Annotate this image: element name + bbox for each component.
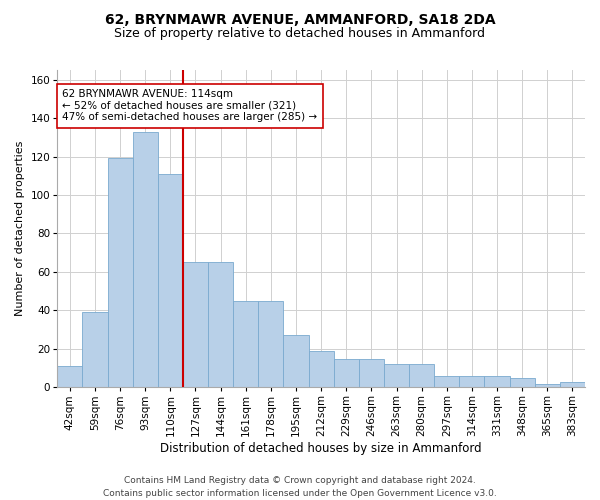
Bar — [560, 382, 585, 388]
Bar — [208, 262, 233, 388]
Bar — [484, 376, 509, 388]
Bar — [409, 364, 434, 388]
Text: 62 BRYNMAWR AVENUE: 114sqm
← 52% of detached houses are smaller (321)
47% of sem: 62 BRYNMAWR AVENUE: 114sqm ← 52% of deta… — [62, 89, 317, 122]
Bar — [384, 364, 409, 388]
Bar — [133, 132, 158, 388]
Bar — [535, 384, 560, 388]
Bar — [283, 336, 308, 388]
Bar — [359, 358, 384, 388]
Bar — [460, 376, 484, 388]
Bar — [509, 378, 535, 388]
X-axis label: Distribution of detached houses by size in Ammanford: Distribution of detached houses by size … — [160, 442, 482, 455]
Bar — [258, 301, 283, 388]
Text: Contains HM Land Registry data © Crown copyright and database right 2024.
Contai: Contains HM Land Registry data © Crown c… — [103, 476, 497, 498]
Bar — [308, 351, 334, 388]
Text: Size of property relative to detached houses in Ammanford: Size of property relative to detached ho… — [115, 28, 485, 40]
Bar — [334, 358, 359, 388]
Bar — [233, 301, 258, 388]
Bar — [57, 366, 82, 388]
Bar — [158, 174, 183, 388]
Y-axis label: Number of detached properties: Number of detached properties — [15, 141, 25, 316]
Bar — [434, 376, 460, 388]
Text: 62, BRYNMAWR AVENUE, AMMANFORD, SA18 2DA: 62, BRYNMAWR AVENUE, AMMANFORD, SA18 2DA — [104, 12, 496, 26]
Bar — [82, 312, 107, 388]
Bar — [107, 158, 133, 388]
Bar — [183, 262, 208, 388]
